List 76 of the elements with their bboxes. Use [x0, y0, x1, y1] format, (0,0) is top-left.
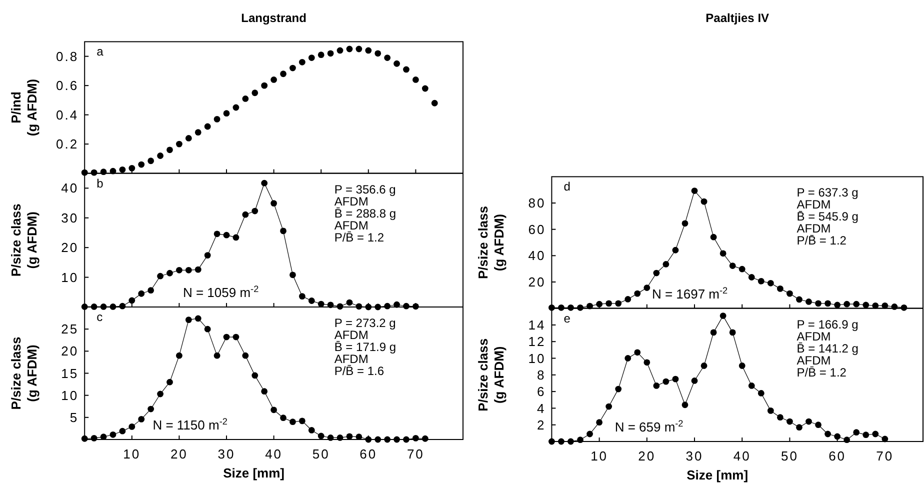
y-axis-title: P/size class (g AFDM) [8, 204, 40, 277]
y-tick-label: 10 [61, 388, 79, 403]
annotation: AFDM [796, 222, 831, 236]
y-tick-label: 2 [536, 417, 546, 432]
y-tick-label: 0.4 [56, 107, 79, 122]
x-tick-label: 70 [406, 446, 424, 462]
annotation: AFDM [334, 218, 368, 232]
y-tick-label: 8 [536, 367, 546, 382]
y-tick-label: 80 [528, 196, 546, 211]
x-tick-label: 10 [123, 446, 141, 462]
annotation: P = 356.6 g [334, 182, 396, 196]
annotation: P = 637.3 g [796, 186, 858, 200]
x-tick-label: 20 [638, 448, 656, 464]
y-tick-label: 20 [61, 240, 79, 256]
x-tick-label: 20 [170, 446, 188, 462]
chart-title: Langstrand [241, 11, 306, 25]
annotation: N = 1150 m$^{-2}$ [152, 416, 228, 432]
chart-title: Paaltjies IV [706, 11, 770, 25]
y-tick-label: 5 [70, 410, 79, 425]
annotation: AFDM [334, 352, 368, 366]
annotation: P/B̄ = 1.2 [796, 234, 847, 248]
annotation: B̄ = 288.8 g [334, 206, 396, 220]
annotation: P = 166.9 g [796, 317, 858, 332]
x-tick-label: 50 [312, 446, 330, 462]
y-tick-label: 40 [61, 180, 79, 196]
x-tick-label: 40 [733, 448, 751, 464]
y-tick-label: 12 [528, 334, 546, 350]
annotation: AFDM [334, 194, 368, 208]
annotation: P/B̄ = 1.6 [334, 364, 384, 378]
annotation: AFDM [796, 198, 831, 212]
annotation: P/B̄ = 1.2 [796, 365, 847, 380]
annotation: B̄ = 171.9 g [334, 340, 396, 354]
y-tick-label: 40 [528, 248, 546, 264]
x-axis-title: Size [mm] [686, 468, 748, 482]
y-tick-label: 4 [536, 400, 546, 416]
y-tick-label: 20 [61, 344, 79, 359]
y-tick-label: 30 [61, 210, 79, 226]
annotation: N = 659 m$^{-2}$ [614, 418, 684, 434]
annotation: AFDM [796, 353, 831, 368]
x-tick-label: 60 [828, 448, 846, 464]
y-tick-label: 25 [61, 322, 79, 337]
y-tick-label: 15 [61, 366, 79, 381]
annotation: N = 1059 m$^{-2}$ [182, 284, 259, 300]
annotation: B̄ = 141.2 g [796, 341, 858, 356]
annotation: P = 273.2 g [334, 316, 396, 330]
x-tick-label: 40 [265, 446, 283, 462]
x-tick-label: 50 [780, 448, 798, 464]
annotation: AFDM [796, 329, 831, 344]
y-tick-label: 60 [528, 222, 546, 237]
annotation: d [564, 180, 570, 194]
y-axis-title: P/size class (g AFDM) [476, 206, 507, 279]
x-tick-label: 10 [590, 448, 608, 464]
annotation: N = 1697 m$^{-2}$ [652, 285, 728, 302]
annotation: b [96, 176, 104, 190]
y-tick-label: 0.8 [56, 48, 79, 64]
y-axis-title: P/size class (g AFDM) [8, 336, 40, 410]
annotation: e [564, 311, 571, 326]
y-axis-title: P/size class (g AFDM) [476, 338, 507, 412]
annotation: AFDM [334, 328, 368, 342]
x-tick-label: 30 [218, 446, 236, 462]
y-tick-label: 10 [61, 270, 79, 285]
y-axis-title: P/ind (g AFDM) [8, 78, 40, 136]
y-tick-label: 0.6 [56, 78, 79, 94]
y-tick-label: 6 [536, 384, 546, 400]
annotation: P/B̄ = 1.2 [334, 230, 384, 244]
x-tick-label: 30 [686, 448, 704, 464]
y-tick-label: 0.2 [56, 136, 79, 152]
y-tick-label: 10 [528, 350, 546, 366]
y-tick-label: 20 [528, 274, 546, 290]
annotation: B̄ = 545.9 g [796, 210, 858, 224]
x-tick-label: 60 [360, 446, 378, 462]
x-axis-title: Size [mm] [223, 466, 285, 480]
y-tick-label: 14 [528, 318, 546, 332]
annotation: c [96, 310, 103, 324]
x-tick-label: 70 [876, 448, 894, 464]
annotation: a [96, 44, 104, 59]
